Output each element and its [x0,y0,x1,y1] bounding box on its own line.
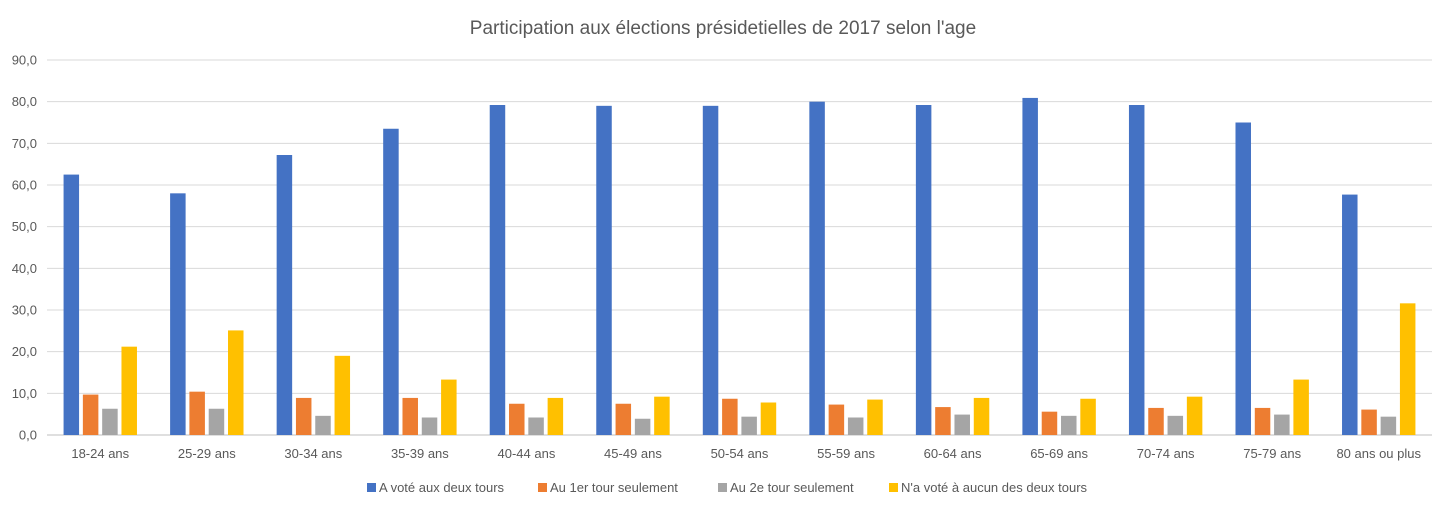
x-tick-label: 65-69 ans [1030,446,1088,461]
legend-label: A voté aux deux tours [379,480,505,495]
bar-2-10 [1041,411,1058,435]
x-tick-label: 55-59 ans [817,446,875,461]
bar-4-3 [334,355,351,435]
legend-swatch [367,483,376,492]
bars [63,97,1416,436]
bar-4-8 [867,399,883,435]
x-tick-label: 60-64 ans [924,446,982,461]
bar-2-11 [1148,407,1164,435]
bar-4-9 [973,397,990,435]
x-tick-label: 70-74 ans [1137,446,1195,461]
bar-1-10 [1022,97,1038,436]
y-tick-label: 10,0 [12,386,37,401]
bar-3-1 [102,408,118,435]
bar-3-13 [1380,416,1397,435]
bar-1-13 [1342,194,1358,435]
bar-2-2 [189,391,205,435]
x-tick-label: 35-39 ans [391,446,449,461]
y-tick-label: 30,0 [12,303,37,318]
bar-3-3 [315,415,331,435]
x-tick-label: 75-79 ans [1243,446,1301,461]
bar-2-8 [828,404,845,435]
legend-swatch [889,483,898,492]
bar-2-6 [615,403,632,435]
bar-4-7 [760,402,777,435]
bar-4-5 [547,397,564,435]
bar-1-8 [809,101,825,436]
bar-3-2 [208,408,225,435]
bar-3-12 [1274,414,1290,435]
bar-4-10 [1080,398,1096,435]
bar-1-11 [1128,105,1145,435]
y-tick-label: 0,0 [19,428,37,443]
bar-2-13 [1361,409,1377,435]
x-tick-label: 45-49 ans [604,446,662,461]
bar-1-3 [276,155,293,435]
bar-3-7 [741,416,757,435]
chart-title: Participation aux élections présidetiell… [470,18,976,39]
bar-2-3 [295,397,312,435]
gridlines [47,59,1432,436]
bar-4-4 [441,379,457,435]
y-tick-label: 50,0 [12,219,37,234]
bar-2-7 [722,398,738,435]
bar-3-10 [1061,415,1077,435]
y-tick-label: 60,0 [12,178,37,193]
bar-1-7 [702,105,719,435]
bar-2-4 [402,397,418,435]
bar-4-12 [1293,379,1309,435]
x-tick-label: 50-54 ans [711,446,769,461]
legend-label: Au 2e tour seulement [730,480,854,495]
y-tick-label: 90,0 [12,53,37,68]
bar-1-6 [596,105,612,435]
x-axis-ticks: 18-24 ans 25-29 ans 30-34 ans 35-39 ans 40-4… [71,446,1421,461]
bar-1-1 [63,174,80,435]
bar-4-13 [1399,303,1416,435]
bar-1-5 [489,105,506,435]
bar-1-12 [1235,122,1251,435]
x-tick-label: 25-29 ans [178,446,236,461]
legend-label: Au 1er tour seulement [550,480,678,495]
bar-1-2 [170,193,186,435]
x-tick-label: 18-24 ans [71,446,129,461]
bar-2-1 [82,394,99,435]
legend-swatch [718,483,727,492]
legend-label: N'a voté à aucun des deux tours [901,480,1088,495]
legend: A voté aux deux tours Au 1er tour seuleme… [367,480,1088,495]
x-tick-label: 30-34 ans [284,446,342,461]
bar-3-8 [847,417,864,435]
bar-3-9 [954,414,970,435]
y-axis-ticks: 0,0 10,0 20,0 30,0 40,0 50,0 60,0 70,0 80,0 90,0 [12,53,37,443]
bar-3-4 [421,417,438,435]
bar-2-5 [509,403,525,435]
x-tick-label: 40-44 ans [498,446,556,461]
bar-1-9 [915,105,932,435]
bar-2-9 [935,407,951,435]
y-tick-label: 20,0 [12,344,37,359]
x-tick-label: 80 ans ou plus [1336,446,1421,461]
bar-2-12 [1254,407,1271,435]
bar-3-11 [1167,415,1184,435]
legend-swatch [538,483,547,492]
y-tick-label: 40,0 [12,261,37,276]
bar-4-11 [1186,396,1203,435]
bar-3-5 [528,417,544,435]
bar-4-6 [654,396,670,435]
bar-3-6 [634,418,651,435]
bar-4-1 [121,346,137,435]
y-tick-label: 80,0 [12,94,37,109]
bar-4-2 [228,330,244,435]
y-tick-label: 70,0 [12,136,37,151]
bar-1-4 [383,128,399,435]
